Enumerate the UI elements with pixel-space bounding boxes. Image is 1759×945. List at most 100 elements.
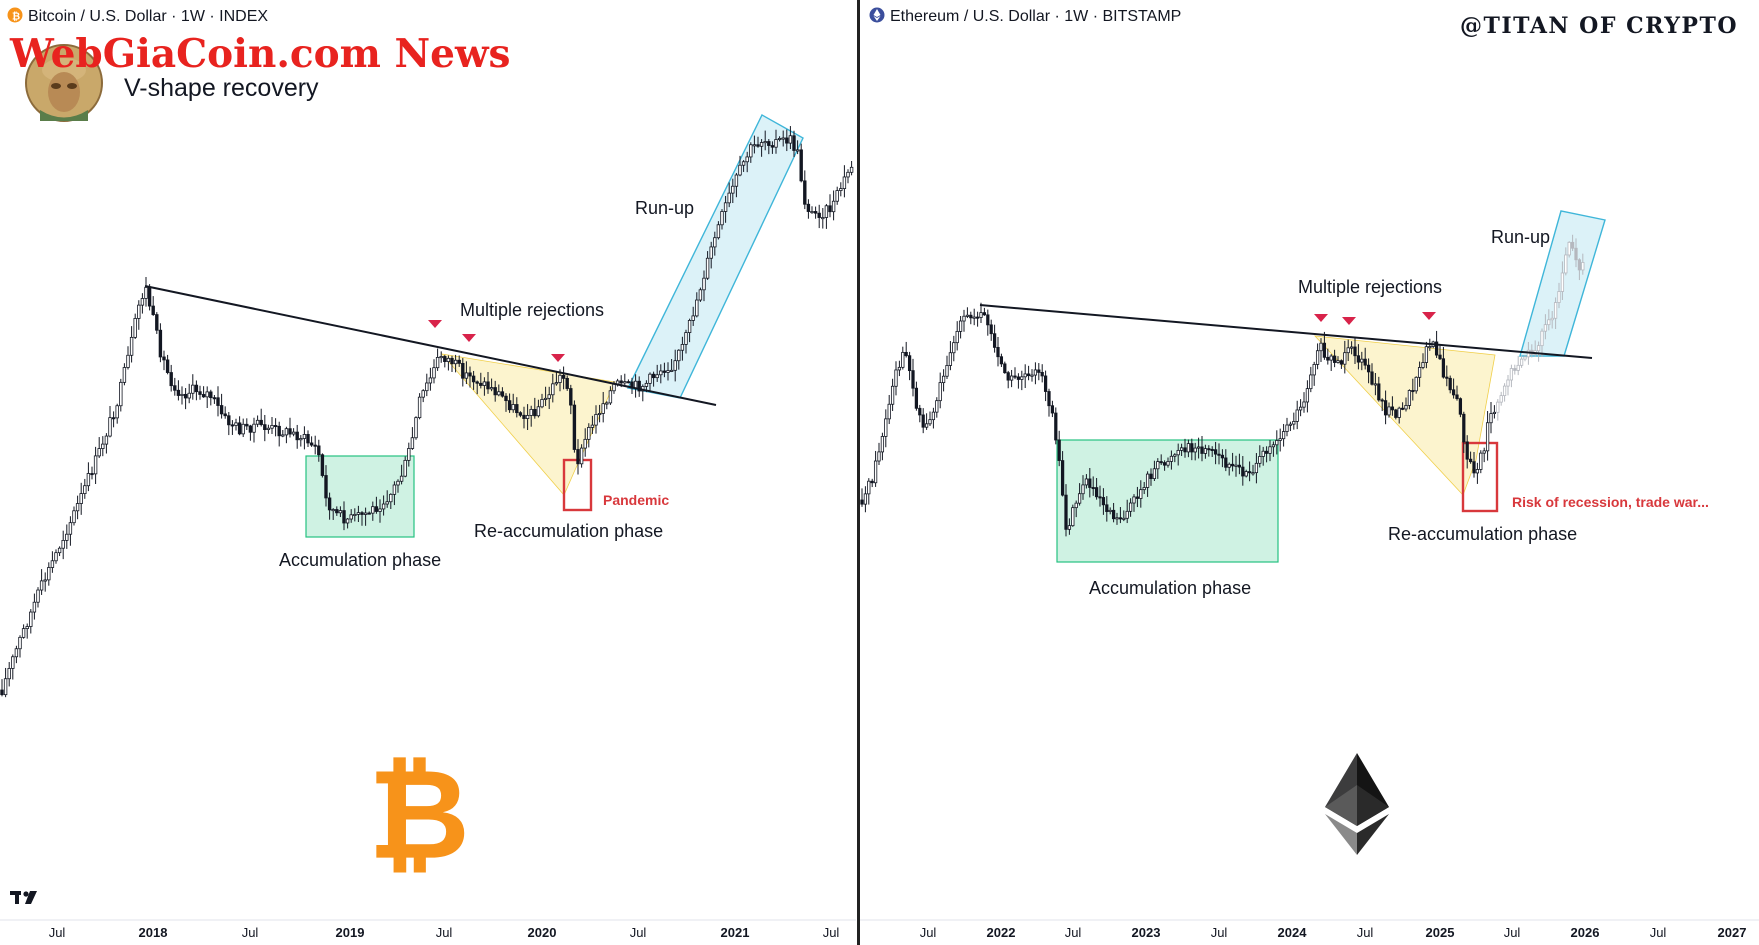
candle-body <box>931 411 936 421</box>
ethereum-accumulation-label: Accumulation phase <box>1089 578 1251 598</box>
candle-body <box>619 380 623 384</box>
candle-body <box>291 431 296 435</box>
candle-body <box>1411 390 1415 393</box>
candle-body <box>403 459 407 477</box>
ethereum-runup-label: Run-up <box>1491 227 1550 247</box>
candle-body <box>1536 345 1541 352</box>
candle-body <box>1067 525 1072 530</box>
candle-body <box>785 137 789 144</box>
candle-body <box>363 512 368 515</box>
candle-body <box>1373 383 1378 386</box>
candle-body <box>904 351 908 357</box>
candle-body <box>335 509 339 514</box>
candle-body <box>1482 450 1486 454</box>
candle-body <box>147 287 152 307</box>
x-tick-label: 2024 <box>1278 925 1308 940</box>
candle-body <box>1428 346 1432 349</box>
candle-body <box>151 305 155 315</box>
candle-body <box>1377 383 1381 401</box>
candle-body <box>1040 372 1044 377</box>
ethereum-event-label: Risk of recession, trade war... <box>1512 494 1709 510</box>
candle-body <box>623 381 627 384</box>
candle-body <box>11 656 15 669</box>
x-tick-label: Jul <box>1357 925 1374 940</box>
candle-body <box>475 381 479 384</box>
candle-body <box>1574 247 1578 261</box>
candle-body <box>439 356 443 359</box>
candle-body <box>982 312 987 316</box>
candle-body <box>79 493 83 504</box>
candle-body <box>756 144 760 147</box>
candle-body <box>1033 369 1038 376</box>
candle-body <box>32 601 37 613</box>
candle-body <box>493 387 497 396</box>
candle-body <box>281 434 285 437</box>
x-tick-label: 2025 <box>1426 925 1455 940</box>
candle-body <box>738 164 742 176</box>
candle-body <box>813 211 818 214</box>
candle-body <box>1370 371 1374 385</box>
candle-body <box>792 135 796 151</box>
candle-body <box>1213 449 1218 455</box>
candle-body <box>1502 385 1507 397</box>
candle-body <box>1397 407 1401 418</box>
bitcoin-header-title: Bitcoin / U.S. Dollar · 1W · INDEX <box>28 8 268 25</box>
candle-body <box>327 497 332 511</box>
candle-body <box>1390 406 1395 411</box>
candle-body <box>227 415 231 426</box>
candle-body <box>457 359 461 364</box>
candle-body <box>1224 457 1228 468</box>
candle-body <box>1339 360 1344 365</box>
x-tick-label: Jul <box>242 925 259 940</box>
candle-body <box>1434 341 1439 356</box>
candle-body <box>1009 375 1014 381</box>
candle-body <box>313 444 317 447</box>
candle-body <box>952 342 956 354</box>
candle-body <box>1271 444 1276 448</box>
candle-body <box>1020 376 1024 380</box>
candle-body <box>507 400 512 411</box>
candle-body <box>1441 358 1446 378</box>
candle-body <box>1363 358 1367 366</box>
ethereum-reaccumulation-label: Re-accumulation phase <box>1388 524 1577 544</box>
ethereum-rejections-label: Multiple rejections <box>1298 277 1442 297</box>
candle-body <box>1455 394 1459 400</box>
candle-body <box>446 357 451 362</box>
candle-body <box>587 427 591 440</box>
candle-body <box>1557 291 1561 303</box>
candle-body <box>752 144 757 147</box>
candle-body <box>867 480 871 495</box>
candle-body <box>749 144 753 158</box>
candle-body <box>846 171 850 178</box>
rejection-marker <box>1342 317 1356 325</box>
candle-body <box>1292 421 1296 425</box>
candle-body <box>126 354 130 368</box>
candle-body <box>935 400 939 413</box>
candle-body <box>1326 356 1330 361</box>
candle-body <box>191 384 195 394</box>
candle-body <box>907 355 912 372</box>
candle-body <box>723 202 728 212</box>
candle-body <box>453 359 458 365</box>
candle-body <box>612 383 616 392</box>
candle-body <box>93 455 98 475</box>
candle-body <box>1196 446 1201 449</box>
candle-body <box>1084 478 1089 486</box>
candle-body <box>1207 448 1211 451</box>
candle-body <box>727 192 731 204</box>
candle-body <box>734 174 739 187</box>
candle-body <box>720 211 724 226</box>
candle-body <box>1465 441 1469 460</box>
candle-body <box>996 346 1000 358</box>
candle-body <box>1404 404 1408 410</box>
candle-body <box>828 205 832 213</box>
candle-body <box>353 513 357 516</box>
candle-body <box>1288 423 1293 426</box>
candle-body <box>83 485 87 495</box>
candle-body <box>989 324 993 335</box>
candle-body <box>842 176 847 189</box>
candle-body <box>962 315 966 322</box>
candle-body <box>1349 346 1354 349</box>
candle-body <box>1054 412 1058 441</box>
candle-body <box>1145 473 1150 488</box>
